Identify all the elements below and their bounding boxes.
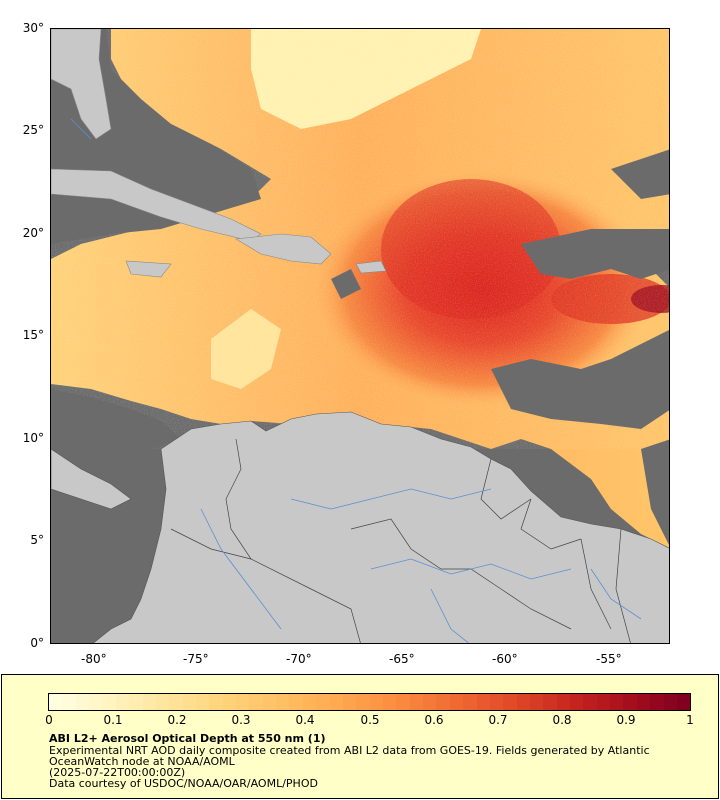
colorbar-segment — [676, 694, 691, 710]
colorbar-segment — [556, 694, 571, 710]
lon-label-70: -70° — [286, 652, 312, 666]
colorbar-segment — [342, 694, 357, 710]
colorbar-tick-0.5: 0.5 — [360, 713, 380, 727]
colorbar-segment — [89, 694, 103, 710]
legend-description-2: OceanWatch node at NOAA/AOML — [49, 755, 235, 768]
colorbar — [48, 693, 691, 711]
aod-map — [50, 28, 670, 644]
colorbar-segment — [476, 694, 490, 710]
lat-label-10: 10° — [22, 431, 44, 445]
legend-description-1: Experimental NRT AOD daily composite cre… — [49, 744, 650, 757]
lat-label-20: 20° — [22, 226, 44, 240]
colorbar-segment — [62, 694, 76, 710]
colorbar-segment — [423, 694, 437, 710]
colorbar-segment — [49, 694, 63, 710]
colorbar-segment — [289, 694, 303, 710]
colorbar-segment — [169, 694, 183, 710]
lon-label-65: -65° — [389, 652, 415, 666]
colorbar-segment — [222, 694, 237, 710]
colorbar-segment — [129, 694, 143, 710]
colorbar-segment — [75, 694, 90, 710]
lat-label-15: 15° — [22, 328, 44, 342]
colorbar-segment — [529, 694, 544, 710]
colorbar-segment — [636, 694, 651, 710]
colorbar-segment — [236, 694, 250, 710]
colorbar-segment — [596, 694, 611, 710]
legend-title: ABI L2+ Aerosol Optical Depth at 550 nm … — [49, 732, 326, 745]
colorbar-segment — [543, 694, 557, 710]
colorbar-tick-0.3: 0.3 — [231, 713, 251, 727]
colorbar-tick-0: 0 — [45, 713, 53, 727]
lon-label-60: -60° — [492, 652, 518, 666]
colorbar-segment — [209, 694, 223, 710]
colorbar-segment — [182, 694, 196, 710]
colorbar-segment — [503, 694, 517, 710]
colorbar-tick-0.6: 0.6 — [424, 713, 444, 727]
lon-label-75: -75° — [183, 652, 209, 666]
colorbar-segment — [102, 694, 116, 710]
colorbar-segment — [463, 694, 477, 710]
rivers — [70, 118, 642, 643]
colorbar-tick-0.9: 0.9 — [616, 713, 636, 727]
colorbar-segment — [583, 694, 597, 710]
legend-timestamp: (2025-07-22T00:00:00Z) — [49, 766, 186, 779]
lon-label-55: -55° — [596, 652, 622, 666]
colorbar-segment — [449, 694, 464, 710]
lat-label-0: 0° — [30, 636, 44, 650]
colorbar-segment — [356, 694, 370, 710]
aod-map-canvas — [51, 29, 669, 643]
colorbar-tick-1: 1 — [686, 713, 694, 727]
colorbar-tick-0.4: 0.4 — [295, 713, 315, 727]
colorbar-segment — [155, 694, 170, 710]
colorbar-tick-0.8: 0.8 — [552, 713, 572, 727]
lat-label-25: 25° — [22, 123, 44, 137]
colorbar-segment — [369, 694, 383, 710]
colorbar-tick-0.1: 0.1 — [103, 713, 123, 727]
colorbar-segment — [610, 694, 624, 710]
colorbar-segment — [623, 694, 637, 710]
colorbar-segment — [516, 694, 530, 710]
lon-label-80: -80° — [81, 652, 107, 666]
colorbar-tick-0.7: 0.7 — [488, 713, 508, 727]
colorbar-segment — [436, 694, 450, 710]
land-caribbean — [51, 29, 387, 278]
colorbar-segment — [570, 694, 584, 710]
country-borders — [170, 438, 631, 643]
colorbar-segment — [382, 694, 397, 710]
lat-label-5: 5° — [30, 533, 44, 547]
colorbar-segment — [396, 694, 410, 710]
colorbar-segment — [276, 694, 290, 710]
colorbar-segment — [409, 694, 424, 710]
colorbar-segment — [316, 694, 330, 710]
colorbar-segment — [142, 694, 156, 710]
legend-panel: 0 0.1 0.2 0.3 0.4 0.5 0.6 0.7 0.8 0.9 1 … — [1, 674, 719, 799]
legend-credit: Data courtesy of USDOC/NOAA/OAR/AOML/PHO… — [49, 777, 318, 790]
colorbar-segment — [115, 694, 130, 710]
lat-label-30: 30° — [22, 21, 44, 35]
colorbar-segment — [489, 694, 504, 710]
colorbar-segment — [650, 694, 664, 710]
colorbar-tick-0.2: 0.2 — [167, 713, 187, 727]
colorbar-segment — [329, 694, 343, 710]
land-south-america — [93, 411, 669, 643]
colorbar-segment — [302, 694, 317, 710]
colorbar-segment — [195, 694, 210, 710]
colorbar-segment — [663, 694, 677, 710]
land-central-america — [51, 448, 132, 510]
colorbar-segment — [249, 694, 263, 710]
colorbar-segment — [262, 694, 277, 710]
